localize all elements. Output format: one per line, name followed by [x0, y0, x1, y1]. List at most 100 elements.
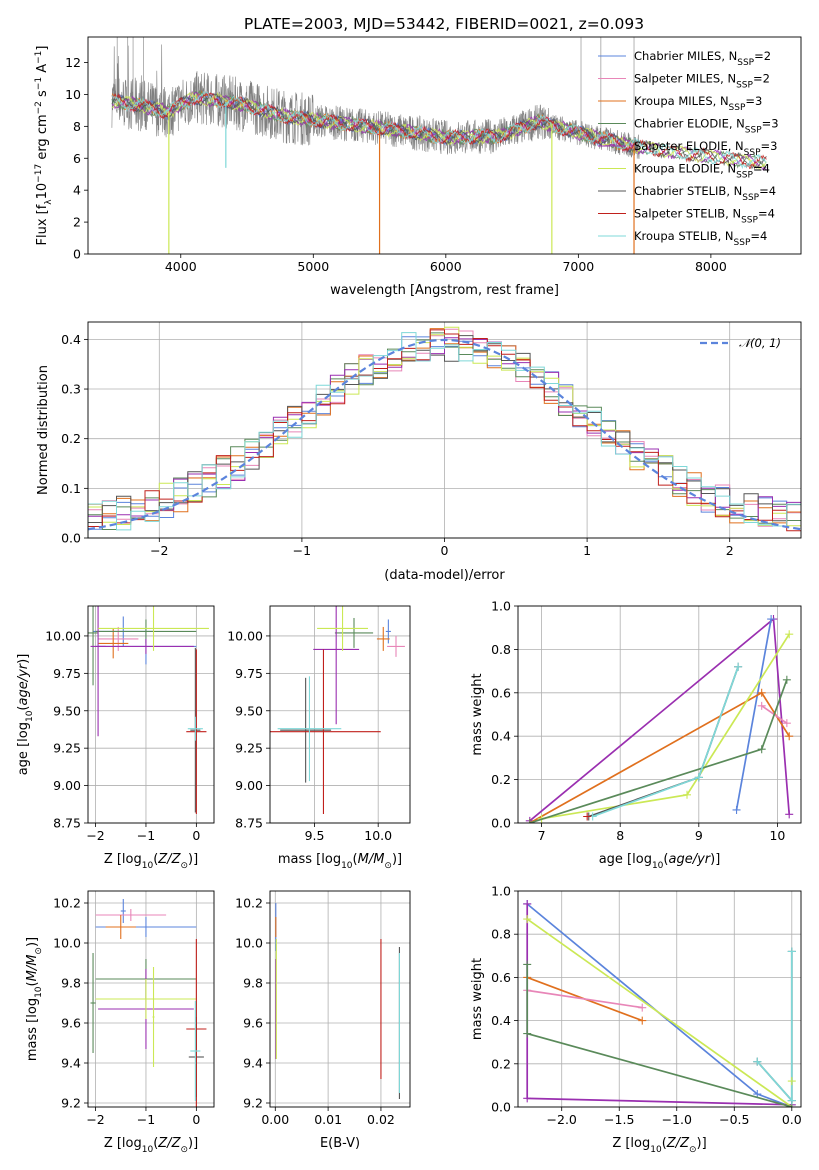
- x-tick-label: 1: [583, 543, 591, 558]
- y-tick-label: 10: [65, 87, 81, 102]
- spectrum-panel: 4000 5000 6000 7000 8000 0 2 4 6 8 10 12 wavelength …: [34, 36, 802, 298]
- x-axis-label: wavelength [Angstrom, rest frame]: [330, 283, 559, 298]
- weight-vs-age-panel: 7 8 9 10 0.0 0.2 0.4 0.6 0.8 1.0 age [log10(age/yr…: [470, 599, 802, 871]
- y-tick-label: 9.50: [53, 703, 81, 718]
- x-tick-label: −1: [137, 1112, 155, 1127]
- x-tick-label: 0.00: [261, 1112, 289, 1127]
- y-tick-label: 10.0: [235, 936, 263, 951]
- legend: 𝒩(0, 1): [700, 336, 781, 350]
- weight-line: [588, 666, 739, 818]
- legend-entry: Salpeter STELIB, NSSP=4: [634, 207, 775, 226]
- y-tick-label: 9.00: [53, 778, 81, 793]
- weight-marker: [638, 1003, 647, 1012]
- weight-lines: [523, 899, 796, 1107]
- axes-frame: [87, 890, 215, 1108]
- weight-marker: [785, 630, 794, 639]
- x-tick-label: 10.0: [364, 828, 392, 843]
- y-tick-label: 9.6: [61, 1016, 81, 1031]
- x-axis-label: mass [log10(M/M⊙)]: [278, 852, 402, 871]
- weight-marker: [787, 1077, 796, 1086]
- weight-marker: [785, 732, 794, 741]
- y-tick-label: 9.25: [235, 741, 263, 756]
- weight-line: [527, 989, 643, 1009]
- error-bars: [90, 899, 207, 1107]
- x-tick-label: 0.01: [314, 1112, 342, 1127]
- y-tick-label: 10.2: [235, 896, 263, 911]
- weight-line: [735, 618, 772, 811]
- y-tick-label: 0.8: [491, 927, 511, 942]
- y-tick-label: 9.75: [235, 666, 263, 681]
- residuals-panel: −2 −1 0 1 2 0.0 0.1 0.2 0.3 0.4 (data-model)/error…: [36, 321, 802, 583]
- weight-marker: [785, 810, 794, 819]
- weight-marker: [753, 1057, 762, 1066]
- weight-line: [756, 951, 793, 1103]
- normal-curve: [88, 338, 801, 531]
- y-tick-label: 9.2: [61, 1096, 81, 1111]
- weight-marker: [767, 615, 776, 624]
- x-tick-label: −1: [137, 828, 155, 843]
- x-tick-label: 0.0: [782, 1112, 802, 1127]
- y-axis-label: mass [log10(M/M⊙)]: [25, 937, 44, 1061]
- x-tick-label: 10: [769, 828, 785, 843]
- legend-entry: Kroupa MILES, NSSP=3: [634, 94, 762, 113]
- y-tick-label: 9.00: [235, 778, 263, 793]
- histogram-steps: [88, 332, 801, 538]
- x-tick-label: 8: [616, 828, 624, 843]
- axes-frame: [517, 890, 802, 1108]
- x-tick-label: 0: [192, 1112, 200, 1127]
- weight-marker: [523, 1094, 532, 1103]
- spectrum-lines: [111, 37, 767, 254]
- weight-marker: [523, 1029, 532, 1038]
- weight-marker: [683, 790, 692, 799]
- legend: Chabrier MILES, NSSP=2 Salpeter MILES, NS…: [598, 49, 779, 248]
- legend-entry: Salpeter ELODIE, NSSP=3: [634, 139, 777, 158]
- weight-marker: [583, 812, 592, 821]
- x-axis-label: E(B-V): [320, 1136, 360, 1151]
- y-tick-label: 9.75: [53, 666, 81, 681]
- y-tick-label: 4: [73, 183, 81, 198]
- axes-frame: [87, 36, 802, 255]
- y-tick-label: 10.00: [45, 628, 81, 643]
- y-tick-label: 8: [73, 119, 81, 134]
- y-tick-label: 0.0: [491, 1100, 511, 1115]
- legend-entry: Chabrier MILES, NSSP=2: [634, 49, 771, 68]
- y-tick-label: 0.2: [61, 431, 81, 446]
- x-tick-label: 2: [726, 543, 734, 558]
- y-tick-label: 0.4: [491, 729, 511, 744]
- y-tick-label: 0.0: [61, 531, 81, 546]
- y-tick-label: 1.0: [491, 884, 511, 899]
- axes-frame: [517, 605, 802, 824]
- weight-marker: [523, 899, 532, 908]
- weight-marker: [782, 675, 791, 684]
- y-tick-label: 9.8: [61, 976, 81, 991]
- y-tick-label: 9.50: [235, 703, 263, 718]
- weight-marker: [732, 805, 741, 814]
- y-tick-label: 0.0: [491, 816, 511, 831]
- model-spectrum: [111, 91, 767, 170]
- y-axis-label: Flux [fλ10−17 erg cm−2 s−1 A−1]: [34, 46, 54, 246]
- y-tick-label: 0.2: [491, 772, 511, 787]
- y-tick-label: 9.4: [243, 1056, 263, 1071]
- weight-marker: [734, 662, 743, 671]
- x-tick-label: 7000: [562, 259, 594, 274]
- x-axis-label: (data-model)/error: [384, 568, 505, 583]
- error-bars: [275, 903, 400, 1099]
- x-axis-label: Z [log10(Z/Z⊙)]: [104, 1136, 198, 1155]
- x-tick-label: −0.5: [719, 1112, 749, 1127]
- y-tick-label: 12: [65, 55, 81, 70]
- x-tick-label: 0: [192, 828, 200, 843]
- y-axis-label: mass weight: [470, 673, 485, 755]
- x-tick-label: 0.02: [367, 1112, 395, 1127]
- x-tick-label: 6000: [430, 259, 462, 274]
- y-tick-label: 0.6: [491, 970, 511, 985]
- x-tick-label: −2: [86, 828, 104, 843]
- y-tick-label: 9.2: [243, 1096, 263, 1111]
- figure-title: PLATE=2003, MJD=53442, FIBERID=0021, z=0…: [244, 15, 644, 33]
- weight-marker: [757, 701, 766, 710]
- y-axis-label: Normed distribution: [36, 365, 51, 495]
- y-tick-label: 0.3: [61, 382, 81, 397]
- mass-vs-Z-panel: −2 −1 0 9.2 9.4 9.6 9.8 10.0 10.2 Z [log10(Z/Z⊙)]…: [25, 890, 215, 1155]
- y-tick-label: 8.75: [53, 816, 81, 831]
- weight-line: [526, 918, 793, 1107]
